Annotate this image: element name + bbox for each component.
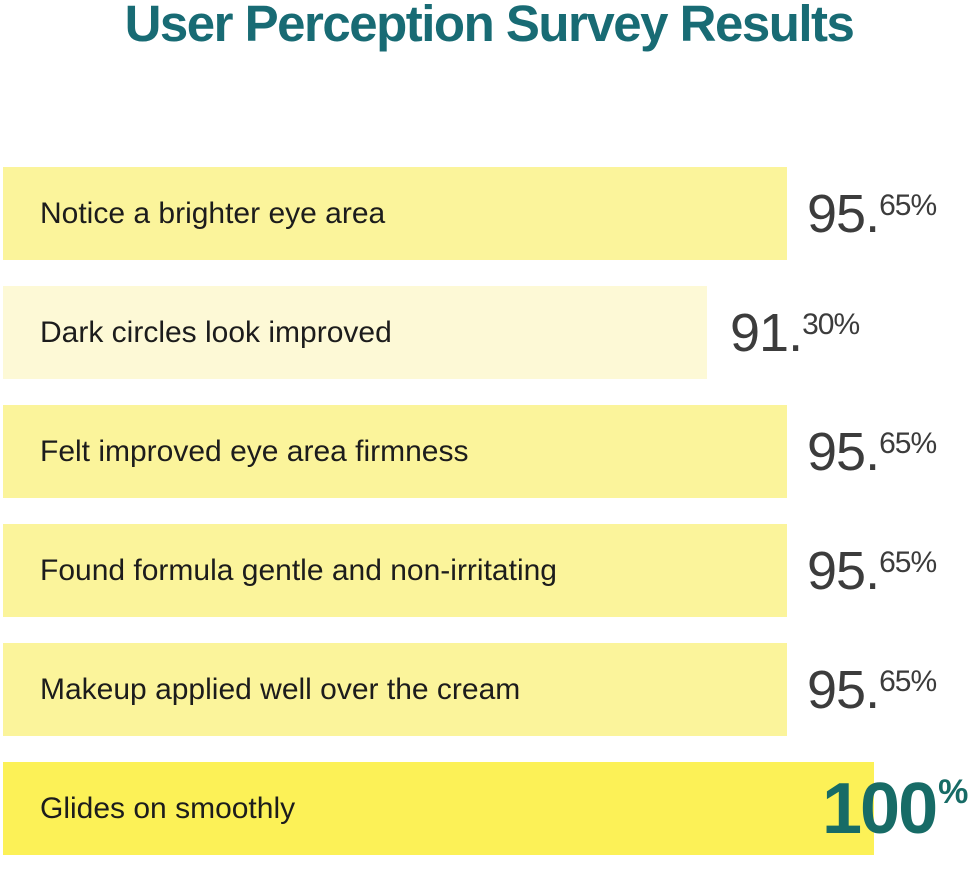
survey-row: Notice a brighter eye area 95. 65% [3,167,978,260]
value-fraction: % [938,772,968,811]
value-label-highlight: 100% [822,768,968,849]
survey-row: Found formula gentle and non-irritating … [3,524,978,617]
bar-dark-circles-improved [3,286,707,379]
bar-makeup-applied-well [3,643,787,736]
survey-row: Glides on smoothly 100% [3,762,978,855]
bar-label: Felt improved eye area firmness [40,434,469,468]
value-fraction: 30% [802,307,860,341]
value-integer: 100 [822,768,938,849]
page-title: User Perception Survey Results [124,0,855,52]
bar-glides-on-smoothly [3,762,874,855]
value-fraction: 65% [879,188,937,222]
bar-notice-brighter-eye-area [3,167,787,260]
bar-eye-area-firmness [3,405,787,498]
bar-chart: Notice a brighter eye area 95. 65% Dark c… [3,167,978,881]
value-integer: 91. [730,302,803,363]
value-integer: 95. [807,540,880,601]
bar-label: Glides on smoothly [40,791,296,825]
survey-row: Dark circles look improved 91. 30% [3,286,978,379]
value-label: 95. 65% [807,540,937,601]
value-integer: 95. [807,421,880,482]
value-label: 95. 65% [807,659,937,720]
bar-gentle-non-irritating [3,524,787,617]
value-label: 91. 30% [730,302,860,363]
bar-label: Notice a brighter eye area [40,196,386,230]
value-fraction: 65% [879,545,937,579]
value-fraction: 65% [879,664,937,698]
value-label: 95. 65% [807,421,937,482]
bar-label: Makeup applied well over the cream [40,672,521,706]
value-integer: 95. [807,183,880,244]
value-fraction: 65% [879,426,937,460]
bar-label: Found formula gentle and non-irritating [40,553,557,587]
bar-label: Dark circles look improved [40,315,392,349]
value-integer: 95. [807,659,880,720]
survey-row: Makeup applied well over the cream 95. 65… [3,643,978,736]
survey-row: Felt improved eye area firmness 95. 65% [3,405,978,498]
value-label: 95. 65% [807,183,937,244]
